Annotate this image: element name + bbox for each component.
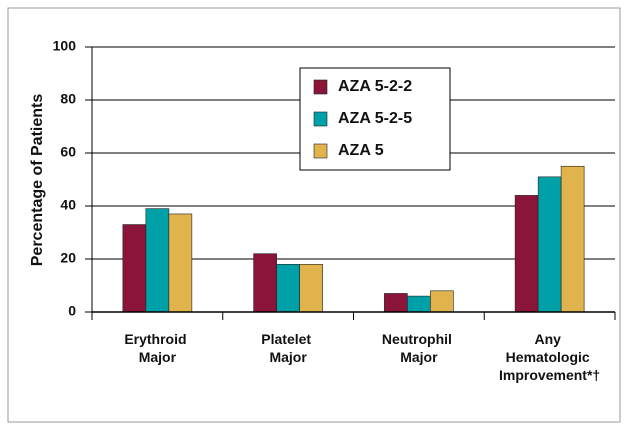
y-tick-label: 60 [60,144,76,160]
y-axis-label: Percentage of Patients [29,94,46,267]
legend-swatch [313,79,328,95]
x-tick-label: Any Hematologic Improvement*† [499,331,600,383]
x-tick-label: Neutrophil Major [382,331,456,365]
x-tick-label: Platelet Major [261,331,315,365]
legend-swatch [313,111,328,127]
legend-label: AZA 5 [338,142,384,159]
bar [560,165,585,313]
bar [537,176,562,313]
y-tick-label: 100 [53,38,77,54]
bar [299,263,323,313]
bar [384,293,408,313]
bar [276,263,300,313]
bar [430,290,454,313]
legend-label: AZA 5-2-2 [338,78,412,95]
bar [407,295,431,313]
bar [168,213,193,313]
y-tick-label: 80 [60,91,76,107]
frame [7,7,621,423]
y-tick-label: 20 [60,250,76,266]
bar [253,253,277,313]
y-tick-label: 0 [68,303,76,319]
legend-swatch [313,143,328,159]
y-tick-label: 40 [60,197,76,213]
x-tick-label: Erythroid Major [124,331,190,365]
bar [122,224,147,313]
bar [145,208,170,313]
legend-label: AZA 5-2-5 [338,110,412,127]
bar [514,195,539,313]
